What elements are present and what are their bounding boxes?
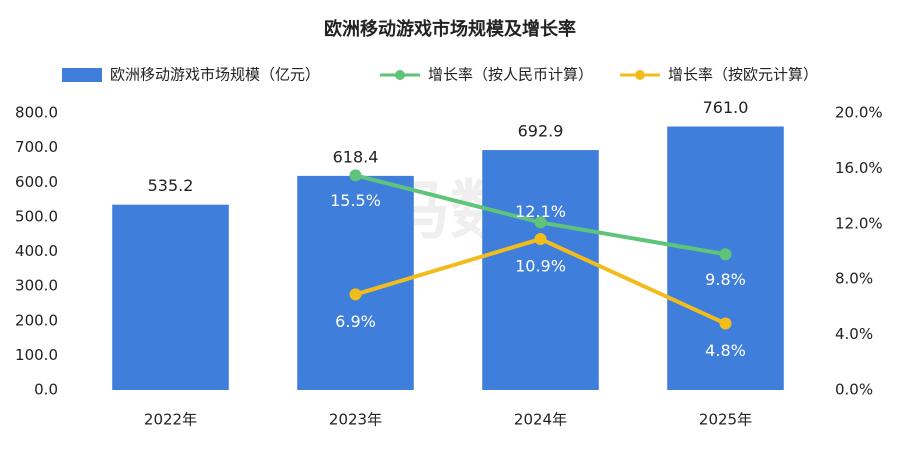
line-marker xyxy=(534,216,547,229)
legend-marker xyxy=(395,70,405,80)
y-tick-label: 500.0 xyxy=(15,207,58,225)
y-tick-label: 600.0 xyxy=(15,173,58,191)
line-marker xyxy=(719,248,732,261)
x-tick-label: 2024年 xyxy=(514,411,567,429)
y-tick-label: 700.0 xyxy=(15,138,58,156)
line-value-label: 15.5% xyxy=(330,191,381,210)
line-value-label: 12.1% xyxy=(515,202,566,221)
legend-swatch xyxy=(62,68,102,82)
bar xyxy=(482,150,599,390)
x-tick-label: 2022年 xyxy=(144,411,197,429)
x-tick-label: 2025年 xyxy=(699,411,752,429)
line-marker xyxy=(349,169,362,182)
y2-tick-label: 0.0% xyxy=(835,381,873,399)
y2-tick-label: 4.0% xyxy=(835,325,873,343)
legend-label: 增长率（按人民币计算） xyxy=(428,66,593,84)
y-tick-label: 800.0 xyxy=(15,104,58,122)
legend-label: 欧洲移动游戏市场规模（亿元） xyxy=(110,66,320,84)
y-tick-label: 200.0 xyxy=(15,311,58,329)
line-value-label: 9.8% xyxy=(705,270,746,289)
line-value-label: 4.8% xyxy=(705,341,746,360)
line-marker xyxy=(719,317,732,330)
x-tick-label: 2023年 xyxy=(329,411,382,429)
y-tick-label: 0.0 xyxy=(34,381,58,399)
bar-value-label: 692.9 xyxy=(518,122,564,141)
line-marker xyxy=(534,233,547,246)
y2-tick-label: 12.0% xyxy=(835,214,883,232)
legend-marker xyxy=(635,70,645,80)
legend-label: 增长率（按欧元计算） xyxy=(668,66,818,84)
line-marker xyxy=(349,288,362,301)
y-tick-label: 400.0 xyxy=(15,242,58,260)
bar-value-label: 761.0 xyxy=(703,98,749,117)
bar-value-label: 535.2 xyxy=(148,176,194,195)
y-tick-label: 300.0 xyxy=(15,277,58,295)
y2-tick-label: 16.0% xyxy=(835,159,883,177)
line-value-label: 6.9% xyxy=(335,312,376,331)
bar xyxy=(112,204,229,390)
y-tick-label: 100.0 xyxy=(15,346,58,364)
y2-tick-label: 20.0% xyxy=(835,104,883,122)
chart-title: 欧洲移动游戏市场规模及增长率 xyxy=(324,18,576,40)
bar-value-label: 618.4 xyxy=(333,147,379,166)
y2-tick-label: 8.0% xyxy=(835,270,873,288)
line-value-label: 10.9% xyxy=(515,257,566,276)
